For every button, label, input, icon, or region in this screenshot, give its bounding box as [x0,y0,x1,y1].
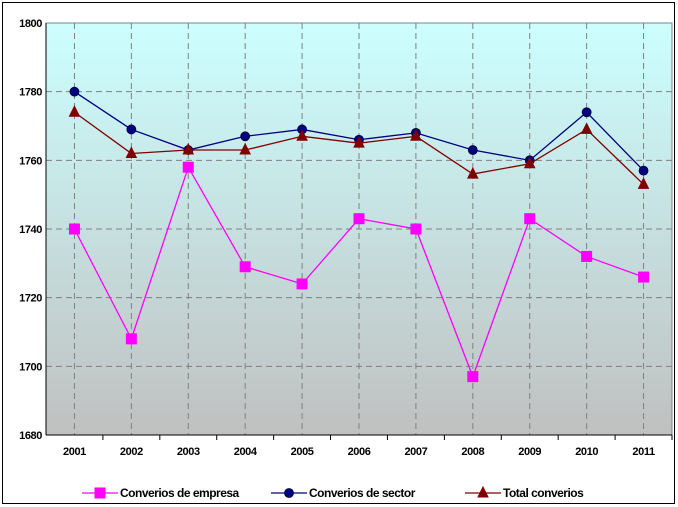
data-point-0-3 [239,261,251,273]
x-tick-label-2009: 2009 [518,446,541,458]
x-tick-label-2010: 2010 [575,446,598,458]
legend-label-2: Total converios [503,486,584,500]
data-point-2-8 [523,156,536,169]
y-tick-label-1720: 1720 [19,293,42,305]
y-tick-label-1740: 1740 [19,224,42,236]
data-point-1-7 [467,145,478,155]
data-point-2-10 [637,177,650,189]
y-tick-label-1760: 1760 [19,155,42,167]
legend: Converios de empresa Converios de sector T… [82,485,585,500]
data-point-0-9 [581,250,593,262]
data-point-1-3 [240,131,251,142]
x-tick-label-2003: 2003 [177,446,200,458]
series-2 [68,105,650,189]
data-point-0-5 [353,213,365,225]
legend-marker-1 [284,488,294,498]
data-point-1-1 [126,124,137,135]
x-tick-label-2011: 2011 [632,446,655,458]
y-tick-label-1680: 1680 [19,430,42,442]
data-point-2-2 [182,142,195,155]
x-tick-label-2005: 2005 [291,446,314,458]
data-point-1-9 [581,107,592,118]
x-tick-label-2006: 2006 [348,446,371,458]
data-point-2-5 [353,136,365,148]
data-point-0-10 [638,271,650,283]
data-point-2-1 [125,146,138,158]
data-point-0-0 [68,223,80,235]
y-tick-label-1780: 1780 [19,87,42,99]
legend-marker-0 [94,487,106,499]
data-point-2-3 [239,142,251,155]
series-0 [68,161,650,383]
legend-marker-2 [477,485,489,498]
y-tick-label-1700: 1700 [19,361,42,373]
data-point-2-0 [68,105,81,117]
legend-label-1: Converios de sector [309,486,416,500]
data-point-2-7 [467,166,479,179]
data-point-2-9 [580,122,593,134]
x-tick-label-2001: 2001 [63,446,86,458]
data-point-0-4 [296,278,308,290]
data-point-0-7 [467,371,479,383]
x-tick-label-2004: 2004 [234,446,258,458]
data-point-0-2 [182,161,194,173]
data-point-0-8 [524,213,536,225]
series-group [68,86,650,383]
data-point-0-6 [410,223,422,235]
axes: 1680 1700 1720 1740 1760 1780 1800 2001 2002 2003… [19,18,673,458]
x-tick-label-2007: 2007 [404,446,427,458]
data-point-2-6 [410,129,422,141]
x-tick-label-2002: 2002 [120,446,143,458]
data-point-0-1 [125,333,137,345]
x-tick-label-2008: 2008 [461,446,484,458]
data-point-1-10 [638,165,649,176]
legend-label-0: Converios de empresa [120,486,240,500]
y-tick-label-1800: 1800 [19,18,42,30]
data-point-1-0 [69,86,80,97]
data-point-2-4 [296,129,308,141]
